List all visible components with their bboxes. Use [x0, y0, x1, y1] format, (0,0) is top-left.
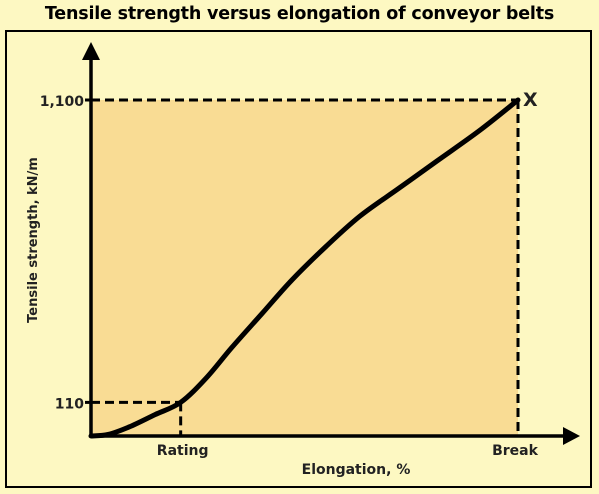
y-axis-label: Tensile strength, kN/m	[26, 157, 41, 323]
y-tick-label-rating: 110	[55, 396, 84, 412]
x-tick-label-break: Break	[492, 443, 539, 459]
end-marker-label: X	[523, 89, 538, 111]
x-tick-label-rating: Rating	[157, 443, 209, 459]
series-line	[88, 97, 521, 439]
y-axis-arrow	[82, 42, 100, 60]
x-axis-arrow	[563, 427, 580, 445]
plot-layer: 1,100 110 Rating Break Elongation, % Tensile …	[26, 42, 580, 478]
chart-title: Tensile strength versus elongation of co…	[44, 4, 555, 24]
y-tick-label-max: 1,100	[40, 94, 85, 110]
x-axis-label: Elongation, %	[302, 462, 411, 478]
